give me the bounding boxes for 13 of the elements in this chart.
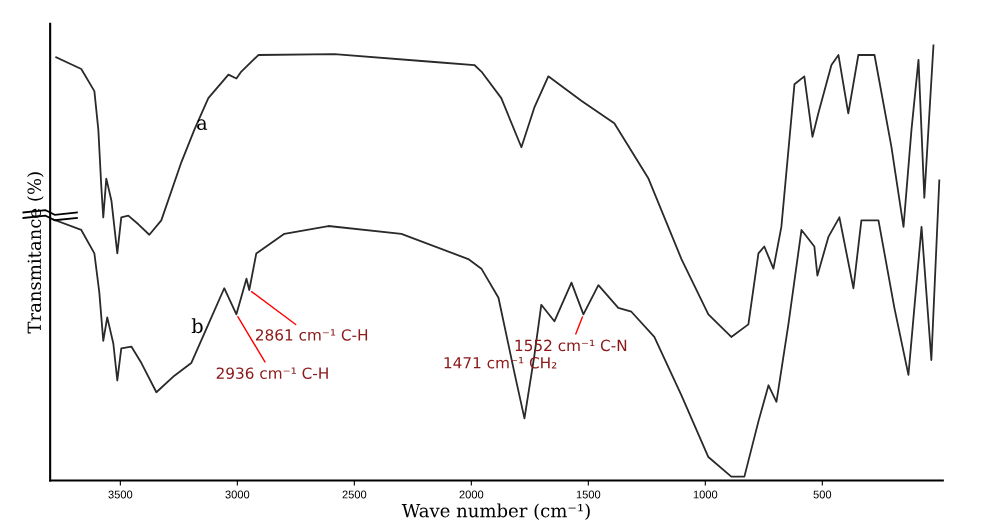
x-tick-label: 500 — [813, 490, 832, 499]
x-tick-label: 2500 — [342, 490, 367, 499]
annotation: 2861 cm⁻¹ C-H — [255, 329, 368, 341]
x-tick-label: 2000 — [459, 490, 484, 499]
x-axis-title: Wave number (cm⁻¹) — [401, 503, 590, 520]
y-axis-title: Transmitance (%) — [27, 172, 44, 334]
annotation: a — [197, 119, 208, 130]
annotation: b — [191, 318, 203, 334]
x-tick-label: 1500 — [576, 490, 601, 499]
annotation: 2936 cm⁻¹ C-H — [216, 367, 328, 379]
x-tick-label: 1000 — [693, 490, 718, 499]
x-tick-label: 3500 — [108, 490, 133, 499]
x-tick-label: 3000 — [225, 490, 250, 499]
